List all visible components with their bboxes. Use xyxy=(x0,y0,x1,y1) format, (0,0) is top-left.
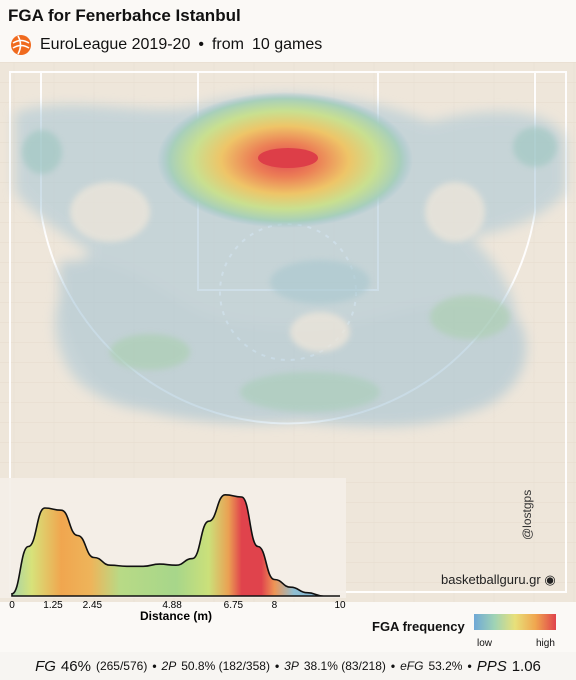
distance-density-chart: 0 1.25 2.45 4.88 6.75 8 10 Distance (m) xyxy=(0,478,346,623)
p3-label: 3P xyxy=(284,659,299,673)
efg-value: 53.2% xyxy=(428,659,463,673)
kde-x-label: Distance (m) xyxy=(140,609,212,623)
stats-bar: FG 46% (265/576) • 2P 50.8% (182/358) • … xyxy=(0,652,576,680)
kde-tick-4: 6.75 xyxy=(224,600,244,611)
legend-colorbar xyxy=(474,614,556,630)
games-label: 10 games xyxy=(251,36,323,53)
density-hotspot xyxy=(157,92,413,228)
league-label: EuroLeague 2019-20 xyxy=(40,36,191,53)
credit-label: @lostgps xyxy=(520,489,534,540)
kde-tick-2: 2.45 xyxy=(83,600,103,611)
watermark: basketballguru.gr ◉ xyxy=(441,572,556,587)
subtitle: EuroLeague 2019-20 • from 10 games xyxy=(10,34,322,56)
kde-tick-1: 1.25 xyxy=(43,600,63,611)
density-mid-layer xyxy=(22,127,557,412)
fg-label: FG xyxy=(35,657,56,675)
efg-label: eFG xyxy=(400,659,424,673)
pps-value: 1.06 xyxy=(511,657,541,675)
kde-tick-labels: 0 1.25 2.45 4.88 6.75 8 10 xyxy=(9,600,346,611)
bullet-1: • xyxy=(152,659,157,673)
bullet-3: • xyxy=(390,659,396,673)
bullet-4: • xyxy=(467,659,472,673)
fg-pct: 46% xyxy=(60,657,91,675)
p3-value: 38.1% (83/218) xyxy=(303,659,386,673)
density-gaps xyxy=(70,182,485,352)
kde-tick-3: 4.88 xyxy=(162,600,182,611)
p2-value: 50.8% (182/358) xyxy=(181,659,270,673)
euroleague-logo-icon xyxy=(11,35,31,55)
p2-label: 2P xyxy=(161,659,177,673)
kde-tick-5: 8 xyxy=(272,600,278,611)
legend-high-label: high xyxy=(536,638,555,649)
kde-tick-6: 10 xyxy=(334,600,346,611)
from-label: from xyxy=(211,36,244,53)
subtitle-separator: • xyxy=(198,36,204,53)
legend-low-label: low xyxy=(477,638,493,649)
kde-tick-0: 0 xyxy=(9,600,15,611)
basketball-icon: ◉ xyxy=(544,572,556,587)
chart-title: FGA for Fenerbahce Istanbul xyxy=(8,6,241,25)
shot-heatmap xyxy=(0,62,576,602)
kde-area xyxy=(11,493,340,597)
fg-counts: (265/576) xyxy=(95,659,148,673)
bullet-2: • xyxy=(274,659,280,673)
legend-title: FGA frequency xyxy=(372,619,465,634)
pps-label: PPS xyxy=(476,657,507,675)
